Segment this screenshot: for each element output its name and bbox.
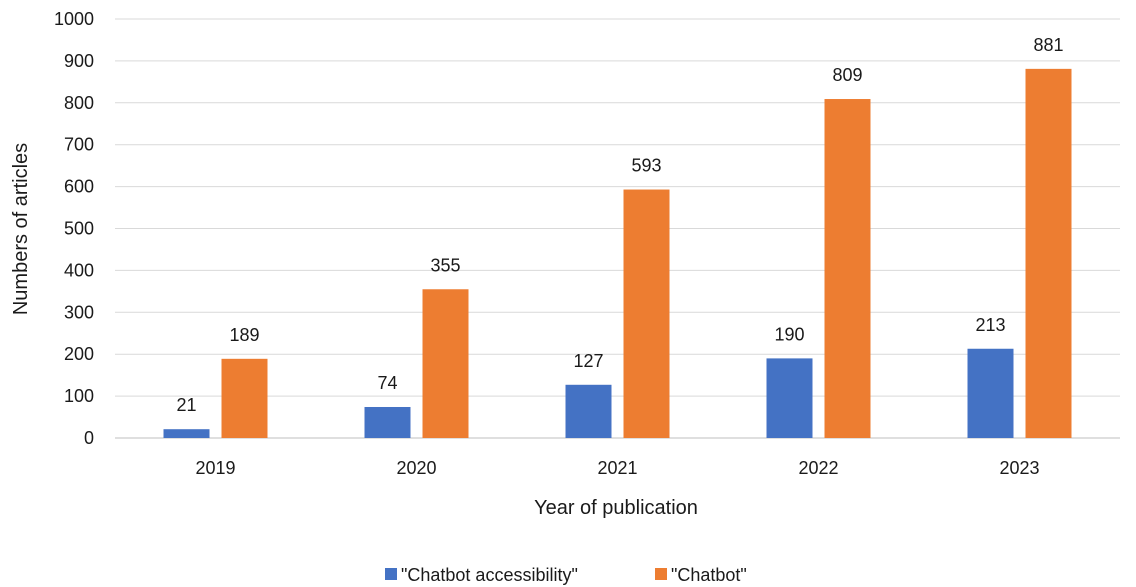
bar-chatbot-2022	[824, 99, 871, 439]
y-tick-label: 1000	[54, 9, 94, 29]
y-tick-label: 200	[64, 344, 94, 364]
data-label: 21	[176, 395, 196, 415]
bar-chatbot-2023	[1025, 68, 1072, 439]
data-label: 593	[631, 156, 661, 176]
axes: Numbers of articles Year of publication …	[10, 9, 1040, 519]
bar-chatbot-2021	[623, 189, 670, 438]
y-tick-label: 300	[64, 302, 94, 322]
y-tick-label: 700	[64, 135, 94, 155]
bar-chatbot-accessibility-2023	[967, 348, 1014, 438]
y-tick-label: 900	[64, 51, 94, 71]
data-label: 127	[573, 351, 603, 371]
legend-label-chatbot: "Chatbot"	[671, 565, 747, 585]
legend-swatch-chatbot-accessibility	[385, 568, 397, 580]
data-label: 74	[377, 373, 397, 393]
gridlines	[115, 18, 1120, 439]
y-tick-label: 600	[64, 177, 94, 197]
bar-chatbot-accessibility-2019	[163, 429, 210, 438]
data-label: 809	[832, 65, 862, 85]
y-tick-label: 400	[64, 260, 94, 280]
x-tick-label: 2022	[798, 458, 838, 478]
y-tick-label: 500	[64, 219, 94, 239]
bar-chatbot-accessibility-2022	[766, 358, 813, 438]
x-tick-label: 2020	[396, 458, 436, 478]
bars	[163, 68, 1072, 439]
data-label: 189	[229, 325, 259, 345]
bar-chatbot-accessibility-2020	[364, 406, 411, 438]
x-tick-label: 2021	[597, 458, 637, 478]
legend-label-chatbot-accessibility: "Chatbot accessibility"	[401, 565, 578, 585]
y-tick-label: 0	[84, 428, 94, 448]
data-label: 190	[774, 324, 804, 344]
bar-chatbot-2019	[221, 358, 268, 438]
legend: "Chatbot accessibility" "Chatbot"	[385, 565, 747, 585]
legend-swatch-chatbot	[655, 568, 667, 580]
data-label: 213	[975, 315, 1005, 335]
x-tick-label: 2023	[999, 458, 1039, 478]
y-tick-label: 800	[64, 93, 94, 113]
y-tick-label: 100	[64, 386, 94, 406]
data-label: 355	[430, 255, 460, 275]
data-label: 881	[1033, 35, 1063, 55]
bar-chatbot-accessibility-2021	[565, 384, 612, 438]
bar-chatbot-2020	[422, 289, 469, 438]
y-axis-title: Numbers of articles	[10, 143, 32, 315]
x-axis-title: Year of publication	[534, 497, 698, 519]
data-labels: 21 189 74 355 127 593 190 809 213 881	[176, 35, 1063, 415]
x-tick-label: 2019	[195, 458, 235, 478]
